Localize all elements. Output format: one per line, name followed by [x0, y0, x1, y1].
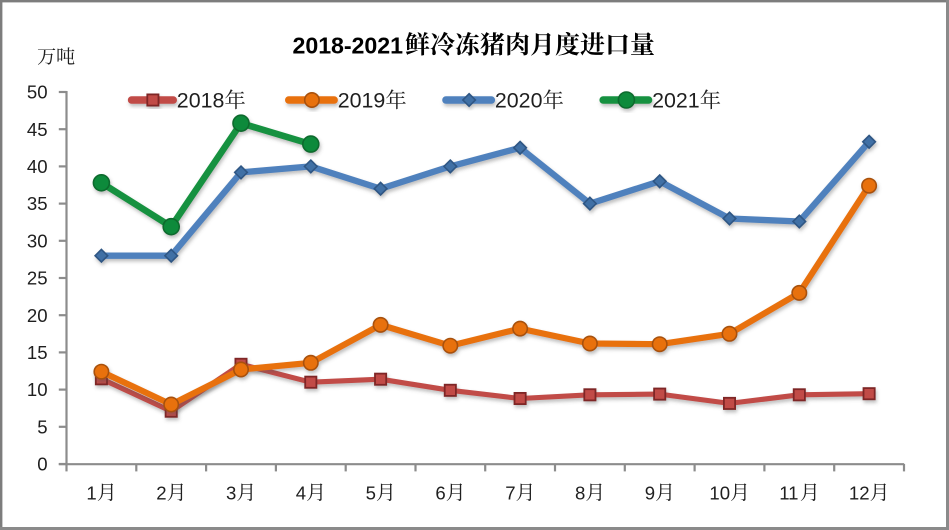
svg-text:10: 10: [27, 379, 48, 400]
svg-text:10: 10: [709, 482, 730, 503]
svg-text:5: 5: [37, 416, 47, 437]
svg-text:5: 5: [366, 482, 376, 503]
svg-text:9: 9: [645, 482, 655, 503]
svg-text:7: 7: [505, 482, 515, 503]
svg-text:3: 3: [226, 482, 236, 503]
svg-text:4: 4: [296, 482, 306, 503]
svg-text:15: 15: [27, 342, 48, 363]
svg-text:2021: 2021: [652, 89, 700, 113]
svg-text:50: 50: [27, 82, 48, 103]
svg-text:8: 8: [575, 482, 585, 503]
svg-text:11: 11: [779, 482, 798, 503]
svg-text:0: 0: [37, 454, 47, 475]
svg-text:2020: 2020: [495, 89, 543, 113]
svg-text:30: 30: [27, 230, 48, 251]
svg-text:2019: 2019: [338, 89, 386, 113]
svg-text:2: 2: [156, 482, 166, 503]
svg-text:20: 20: [27, 305, 48, 326]
svg-text:45: 45: [27, 119, 48, 140]
svg-text:2018: 2018: [177, 89, 225, 113]
svg-text:1: 1: [86, 482, 96, 503]
svg-text:35: 35: [27, 193, 48, 214]
svg-text:40: 40: [27, 156, 48, 177]
svg-text:25: 25: [27, 268, 48, 289]
svg-text:2018-2021: 2018-2021: [293, 32, 404, 58]
svg-text:12: 12: [849, 482, 870, 503]
svg-text:6: 6: [435, 482, 445, 503]
